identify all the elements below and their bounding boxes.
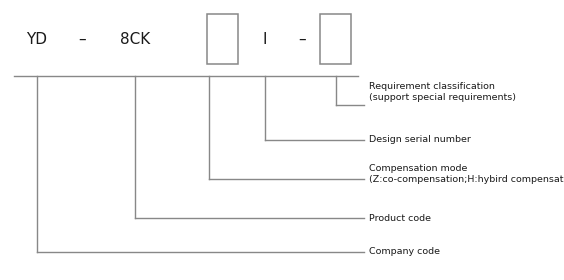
- Text: YD: YD: [26, 32, 47, 47]
- Text: Requirement classification
(support special requirements): Requirement classification (support spec…: [369, 82, 517, 102]
- Text: Compensation mode
(Z:co-compensation;H:hybird compensation): Compensation mode (Z:co-compensation;H:h…: [369, 164, 564, 184]
- Bar: [208, 14, 239, 64]
- Text: 8CK: 8CK: [120, 32, 151, 47]
- Text: –: –: [298, 32, 306, 47]
- Text: Product code: Product code: [369, 214, 431, 223]
- Bar: [320, 14, 351, 64]
- Text: Design serial number: Design serial number: [369, 136, 472, 144]
- Text: Company code: Company code: [369, 248, 440, 256]
- Text: I: I: [263, 32, 267, 47]
- Text: –: –: [78, 32, 86, 47]
